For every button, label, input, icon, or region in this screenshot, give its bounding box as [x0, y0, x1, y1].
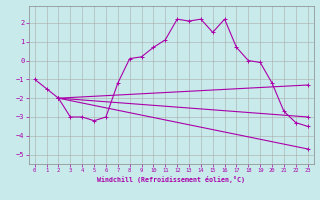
X-axis label: Windchill (Refroidissement éolien,°C): Windchill (Refroidissement éolien,°C) [97, 176, 245, 183]
